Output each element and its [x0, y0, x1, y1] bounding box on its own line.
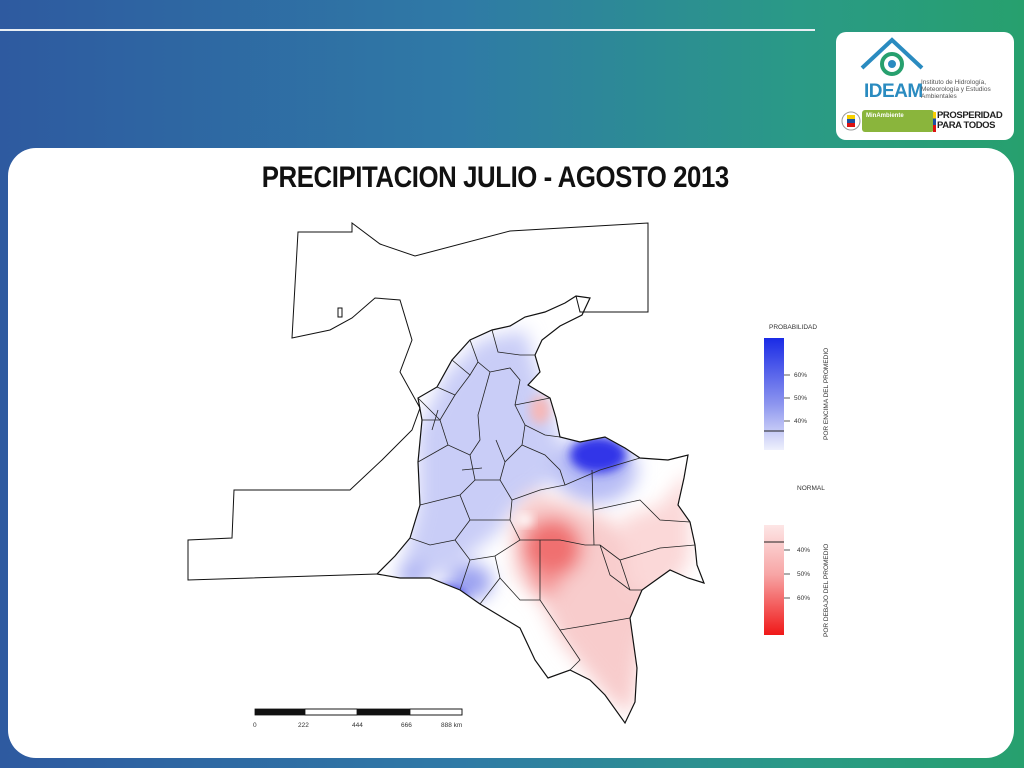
header-rule — [0, 29, 815, 31]
below-caption: POR DEBAJO DEL PROMEDIO — [823, 544, 830, 637]
below-normal-region — [512, 470, 690, 715]
below-tick-60: 60% — [797, 595, 810, 602]
below-ticks: 40% 50% 60% — [784, 547, 810, 602]
ideam-subtitle: Instituto de Hidrología, Meteorología y … — [921, 79, 991, 100]
scale-label-444: 444 — [352, 722, 363, 729]
ideam-name: IDEAM — [864, 81, 923, 102]
scale-label-666: 666 — [401, 722, 412, 729]
map-title: PRECIPITACION JULIO - AGOSTO 2013 — [261, 161, 729, 194]
above-caption: POR ENCIMA DEL PROMEDIO — [823, 348, 830, 440]
colombia-seal-icon — [841, 111, 861, 131]
below-tick-50: 50% — [797, 571, 810, 578]
prosperidad-slogan: PROSPERIDAD PARA TODOS — [937, 110, 1003, 131]
scale-bar: 0 222 444 666 888 km — [253, 708, 463, 729]
scale-label-222: 222 — [298, 722, 309, 729]
island-marker — [337, 307, 343, 318]
below-tick-40: 40% — [797, 547, 810, 554]
scale-label-0: 0 — [253, 722, 257, 729]
department-boundaries — [409, 329, 696, 671]
above-tick-40: 40% — [794, 418, 807, 425]
map-legend: PROBABILIDAD 60% 50% 40% POR ENCIMA DEL … — [764, 324, 830, 637]
legend-heading: PROBABILIDAD — [769, 324, 817, 331]
above-tick-60: 60% — [794, 372, 807, 379]
above-normal-colorbar — [764, 338, 784, 450]
prosperidad-stripe — [933, 112, 936, 132]
below-normal-colorbar — [764, 525, 784, 635]
precipitation-anomaly-layer — [377, 296, 704, 723]
scale-label-888: 888 km — [441, 722, 462, 729]
above-ticks: 60% 50% 40% — [784, 372, 807, 425]
normal-label: NORMAL — [797, 485, 825, 492]
maritime-boundary — [187, 222, 649, 581]
ideam-logo-card: IDEAM Instituto de Hidrología, Meteorolo… — [836, 32, 1014, 140]
minambiente-label: MinAmbiente — [866, 113, 904, 119]
colombia-outline — [375, 295, 706, 725]
minambiente-badge: MinAmbiente — [862, 110, 934, 132]
ideam-house-icon — [860, 37, 924, 76]
above-tick-50: 50% — [794, 395, 807, 402]
